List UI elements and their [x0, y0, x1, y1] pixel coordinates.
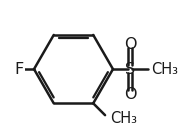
Text: CH₃: CH₃	[110, 111, 137, 126]
Text: O: O	[124, 37, 136, 52]
Text: S: S	[125, 62, 135, 77]
Text: F: F	[15, 62, 24, 77]
Text: CH₃: CH₃	[151, 62, 178, 77]
Text: O: O	[124, 87, 136, 102]
